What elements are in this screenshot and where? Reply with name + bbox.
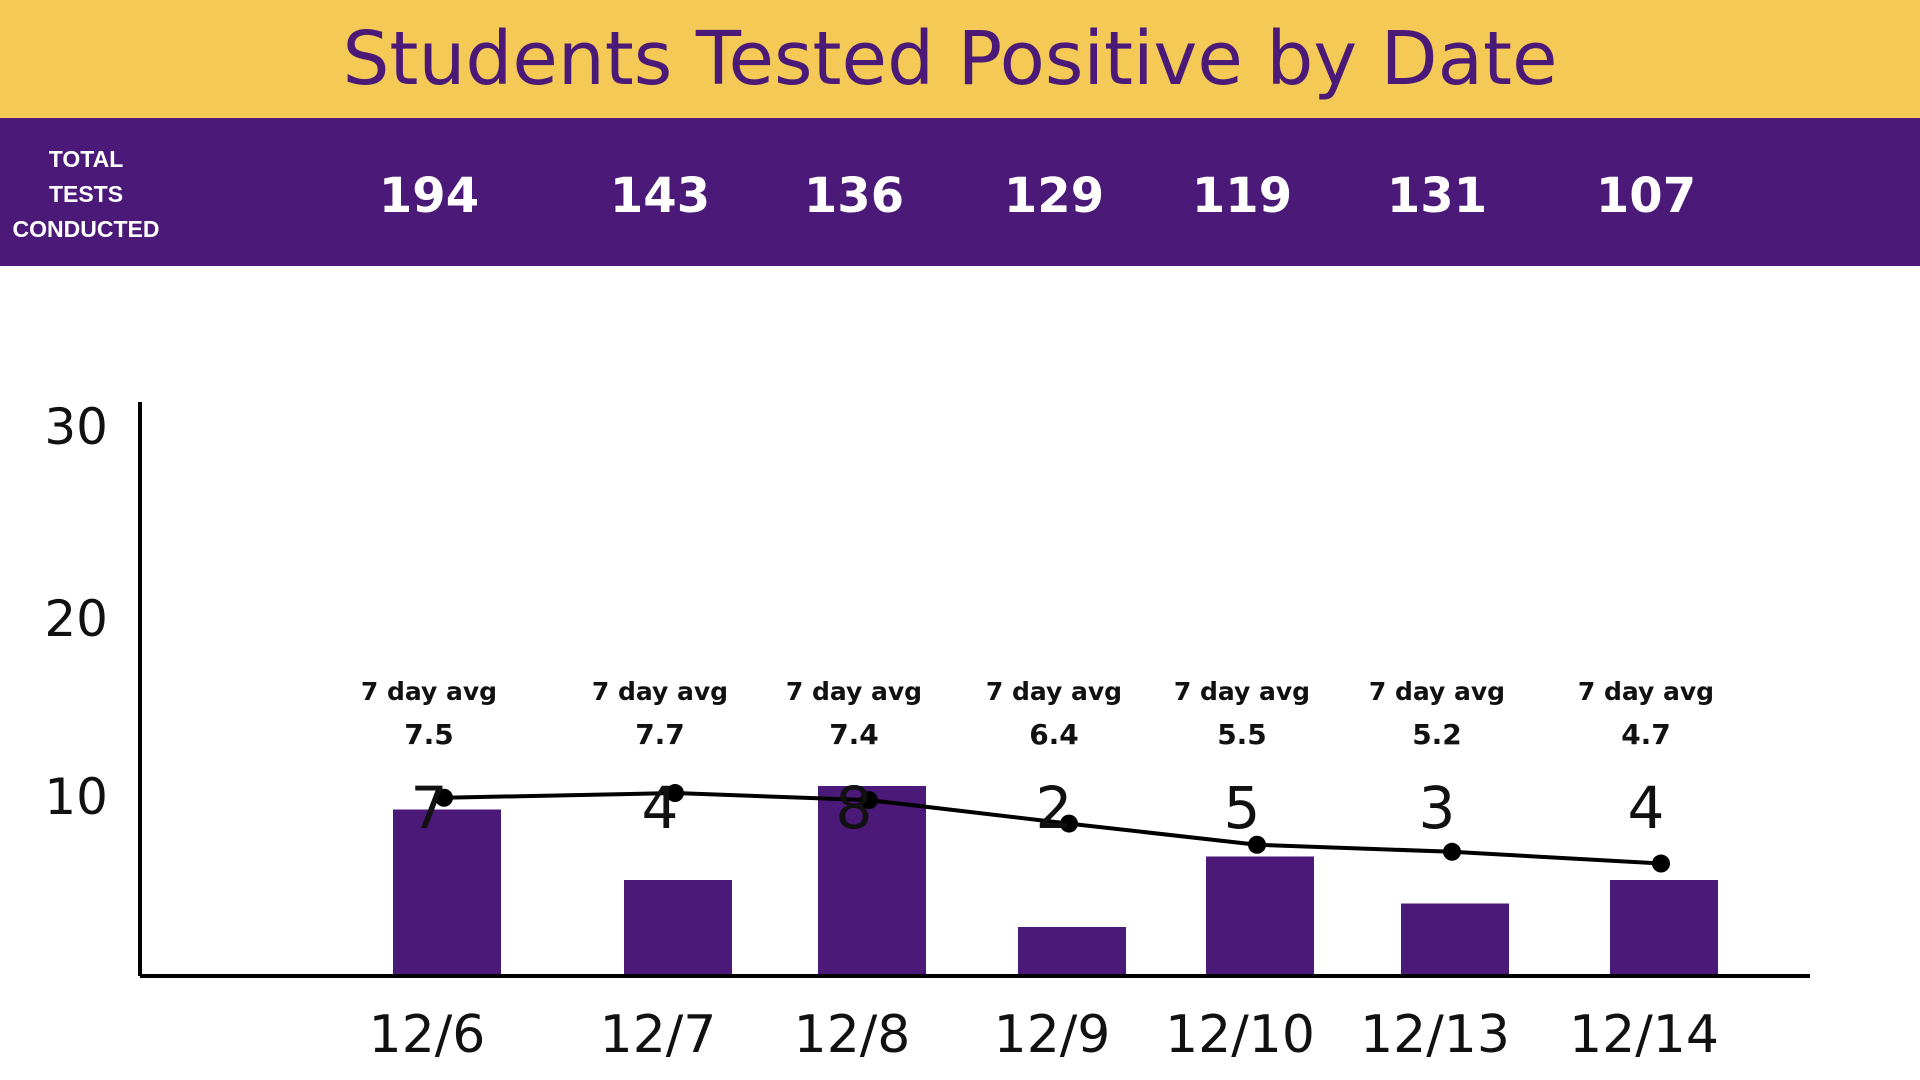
page-title: Students Tested Positive by Date (342, 16, 1558, 102)
x-tick-label: 12/8 (794, 1005, 911, 1065)
avg-label: 7 day avg (986, 677, 1122, 706)
bar (1610, 880, 1718, 974)
avg-value: 7.7 (635, 718, 685, 751)
avg-point (666, 784, 684, 803)
avg-value: 6.4 (1029, 718, 1079, 751)
bar (1018, 927, 1126, 974)
bar-value-label: 3 (1419, 774, 1456, 842)
bar-value-label: 8 (836, 774, 873, 842)
x-tick-label: 12/9 (994, 1005, 1111, 1065)
total-tests-value: 119 (1191, 168, 1293, 224)
bar-value-label: 2 (1036, 774, 1073, 842)
avg-label: 7 day avg (786, 677, 922, 706)
y-tick-label: 10 (44, 768, 108, 826)
x-tick-label: 12/7 (600, 1005, 717, 1065)
total-tests-value: 136 (803, 168, 905, 224)
avg-label: 7 day avg (361, 677, 497, 706)
avg-label: 7 day avg (1369, 677, 1505, 706)
total-tests-value: 194 (378, 168, 480, 224)
avg-value: 7.5 (404, 718, 454, 751)
avg-point (1652, 854, 1670, 873)
title-band (0, 0, 1920, 118)
avg-value: 5.2 (1412, 718, 1462, 751)
x-tick-label: 12/13 (1360, 1005, 1510, 1065)
total-tests-label: TOTAL TESTS CONDUCTED (12, 146, 160, 242)
total-tests-value: 129 (1003, 168, 1105, 224)
avg-value: 7.4 (829, 718, 879, 751)
avg-point (1060, 814, 1078, 833)
avg-point (860, 791, 878, 810)
bar (1401, 903, 1509, 974)
bar-value-label: 4 (642, 774, 679, 842)
avg-label: 7 day avg (1174, 677, 1310, 706)
x-tick-label: 12/14 (1569, 1005, 1719, 1065)
avg-point (1443, 842, 1461, 861)
avg-point (435, 788, 453, 807)
bar (624, 880, 732, 974)
bar-value-label: 5 (1224, 774, 1261, 842)
total-tests-value: 143 (609, 168, 711, 224)
avg-point (1248, 835, 1266, 854)
total-tests-value: 107 (1595, 168, 1697, 224)
bar (1206, 856, 1314, 974)
avg-label: 7 day avg (592, 677, 728, 706)
bar-value-label: 7 (411, 774, 448, 842)
avg-value: 4.7 (1621, 718, 1671, 751)
y-tick-label: 30 (44, 398, 108, 456)
bar-value-label: 4 (1628, 774, 1665, 842)
y-tick-label: 20 (44, 590, 108, 648)
bar (393, 809, 501, 974)
total-tests-value: 131 (1386, 168, 1488, 224)
x-tick-label: 12/6 (369, 1005, 486, 1065)
total-tests-band (0, 118, 1920, 266)
avg-label: 7 day avg (1578, 677, 1714, 706)
x-tick-label: 12/10 (1165, 1005, 1315, 1065)
bar (818, 786, 926, 974)
avg-value: 5.5 (1217, 718, 1267, 751)
